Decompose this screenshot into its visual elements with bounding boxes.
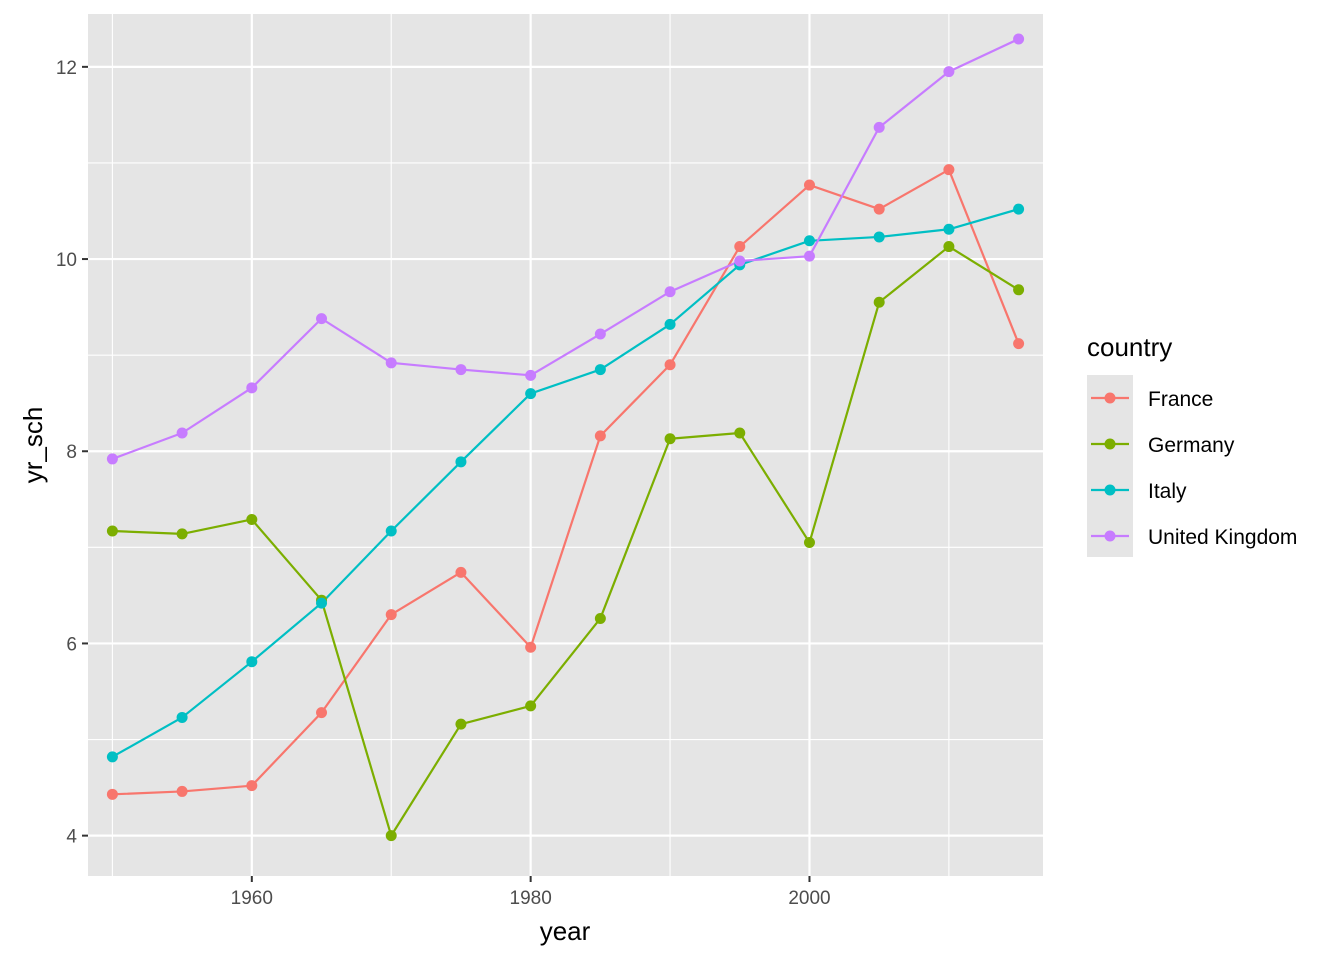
y-axis: 4 6 8 10 12: [56, 58, 88, 848]
data-point-germany: [803, 537, 815, 549]
data-point-france: [176, 785, 188, 797]
y-tick-label: 10: [56, 250, 77, 271]
data-point-france: [873, 203, 885, 215]
data-point-germany: [455, 718, 467, 730]
data-point-italy: [316, 597, 328, 609]
x-tick-label: 1960: [231, 888, 273, 909]
legend-key-point-italy: [1104, 484, 1116, 496]
series-points: [106, 33, 1025, 842]
data-point-france: [664, 359, 676, 371]
data-point-italy: [385, 525, 397, 537]
series-line-united-kingdom: [112, 37, 1020, 460]
data-point-germany: [385, 830, 397, 842]
data-point-united-kingdom: [803, 250, 815, 262]
y-tick-label: 8: [66, 442, 77, 463]
data-point-united-kingdom: [316, 313, 328, 325]
data-point-germany: [734, 427, 746, 439]
data-point-united-kingdom: [734, 255, 746, 267]
data-point-france: [385, 609, 397, 621]
y-tick-label: 6: [66, 634, 77, 655]
data-point-italy: [106, 751, 118, 763]
data-point-united-kingdom: [246, 382, 258, 394]
legend-key-point-germany: [1104, 438, 1116, 450]
data-point-germany: [525, 700, 537, 712]
series-lines: [111, 37, 1020, 837]
data-point-united-kingdom: [1013, 33, 1025, 45]
data-point-italy: [176, 711, 188, 723]
series-line-italy: [111, 208, 1019, 758]
data-point-italy: [873, 231, 885, 243]
data-point-germany: [873, 296, 885, 308]
legend-label-germany: Germany: [1148, 434, 1235, 457]
data-point-germany: [664, 433, 676, 445]
data-point-france: [525, 641, 537, 653]
legend-label-united-kingdom: United Kingdom: [1148, 526, 1297, 549]
data-point-germany: [246, 513, 258, 525]
data-point-france: [803, 179, 815, 191]
y-tick-label: 12: [56, 58, 77, 79]
data-point-germany: [594, 612, 606, 624]
data-point-france: [455, 566, 467, 578]
data-point-italy: [664, 318, 676, 330]
y-tick-label: 4: [66, 827, 77, 848]
legend-key-background: [1087, 375, 1133, 557]
legend-title: country: [1087, 332, 1172, 362]
data-point-italy: [594, 364, 606, 376]
data-point-germany: [943, 241, 955, 253]
data-point-italy: [803, 235, 815, 247]
data-point-united-kingdom: [525, 369, 537, 381]
x-tick-label: 2000: [788, 888, 830, 909]
major-gridlines: [88, 14, 1043, 876]
data-point-italy: [525, 388, 537, 400]
data-point-france: [594, 430, 606, 442]
data-point-france: [316, 707, 328, 719]
legend-label-italy: Italy: [1148, 480, 1187, 503]
data-point-france: [106, 788, 118, 800]
legend: country France Germany Italy United Kingdom: [1087, 332, 1297, 557]
data-point-united-kingdom: [176, 427, 188, 439]
data-point-united-kingdom: [943, 66, 955, 78]
data-point-united-kingdom: [594, 328, 606, 340]
data-point-united-kingdom: [455, 364, 467, 376]
data-point-italy: [943, 223, 955, 235]
plot-panel: [88, 14, 1043, 876]
data-point-united-kingdom: [106, 453, 118, 465]
y-axis-title: yr_sch: [18, 407, 48, 484]
x-tick-label: 1980: [510, 888, 552, 909]
data-point-france: [246, 780, 258, 792]
series-line-germany: [112, 245, 1020, 837]
data-point-united-kingdom: [664, 286, 676, 298]
legend-label-france: France: [1148, 388, 1213, 411]
legend-key-point-france: [1104, 392, 1116, 404]
data-point-italy: [455, 456, 467, 468]
data-point-france: [1013, 338, 1025, 350]
series-line-france: [112, 168, 1020, 796]
data-point-germany: [1013, 284, 1025, 296]
data-point-united-kingdom: [873, 121, 885, 133]
data-point-france: [734, 241, 746, 253]
data-point-germany: [176, 528, 188, 540]
x-axis-title: year: [540, 916, 591, 946]
data-point-united-kingdom: [385, 357, 397, 369]
data-point-italy: [246, 656, 258, 668]
data-point-italy: [1013, 203, 1025, 215]
legend-key-point-united-kingdom: [1104, 530, 1116, 542]
data-point-france: [943, 164, 955, 176]
data-point-germany: [106, 525, 118, 537]
x-axis: 1960 1980 2000: [231, 876, 831, 909]
